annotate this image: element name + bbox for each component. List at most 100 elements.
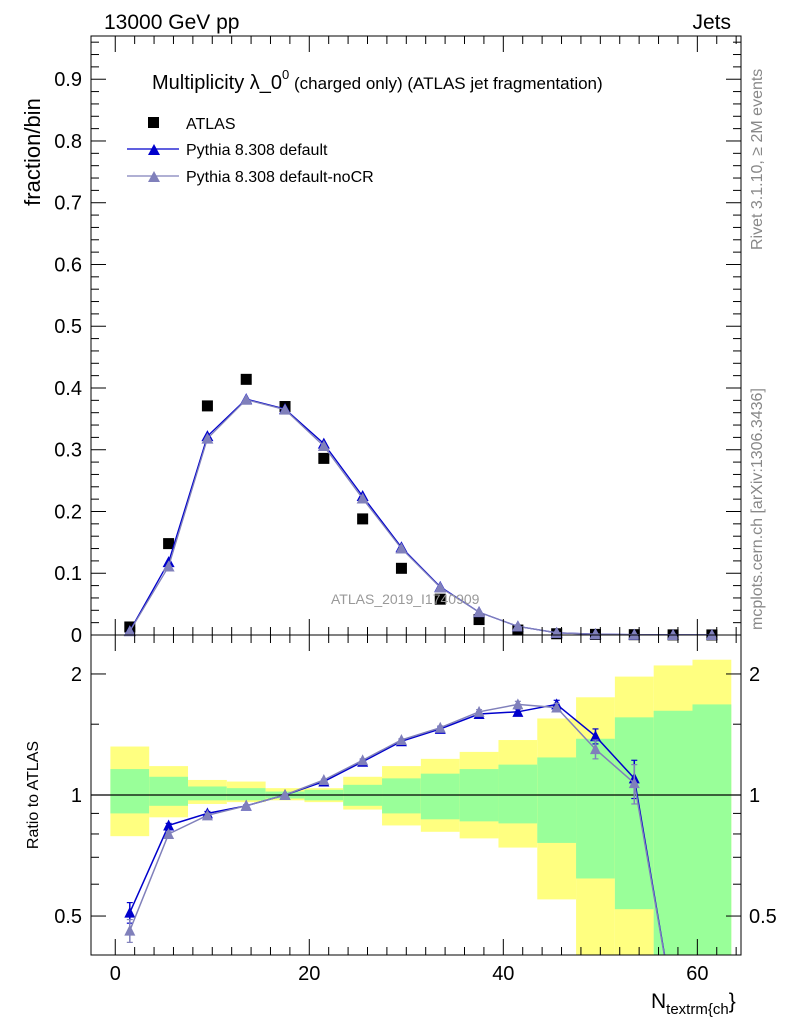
data-point-nocr: [162, 560, 175, 572]
mcplots-label: mcplots.cern.ch [arXiv:1306.3436]: [749, 388, 766, 630]
main-y-label: fraction/bin: [20, 98, 45, 206]
ratio-y-label: Ratio to ATLAS: [25, 741, 42, 849]
ratio-point-nocr: [589, 743, 601, 755]
data-point-nocr: [395, 542, 408, 554]
data-point-atlas: [201, 400, 213, 412]
rivet-version-label: Rivet 3.1.10, ≥ 2M events: [749, 69, 766, 250]
uncertainty-band-inner: [653, 710, 693, 955]
uncertainty-band-inner: [614, 717, 654, 910]
ratio-y-tick-label-right: 2: [749, 664, 760, 686]
x-tick-label: 20: [298, 963, 320, 985]
main-y-tick-label: 0.3: [54, 440, 82, 462]
ratio-y-tick-label-right: 0.5: [749, 906, 777, 928]
header-energy: 13000 GeV pp: [104, 11, 239, 34]
ratio-point-nocr: [318, 773, 330, 785]
legend: ATLAS Pythia 8.308 default Pythia 8.308 …: [127, 116, 374, 186]
ratio-y-axis: 0.5 0.5 1 1 2 2: [54, 664, 777, 928]
ratio-point-default: [163, 819, 175, 831]
ratio-point-nocr: [279, 789, 291, 800]
ratio-point-nocr: [395, 734, 407, 746]
analysis-watermark: ATLAS_2019_I1740909: [331, 591, 480, 607]
uncertainty-band-inner: [576, 738, 615, 879]
data-point-nocr: [473, 606, 486, 618]
uncertainty-band-inner: [226, 788, 266, 801]
chart-title-rest: (charged only) (ATLAS jet fragmentation): [289, 74, 602, 93]
ratio-y-tick-label-left: 1: [71, 785, 82, 807]
data-point-atlas: [163, 538, 175, 550]
ratio-point-nocr: [512, 698, 524, 710]
data-point-nocr: [589, 628, 602, 640]
ratio-line-nocr: [129, 703, 666, 955]
data-point-nocr: [317, 440, 330, 452]
ratio-point-nocr: [434, 721, 446, 733]
data-point-nocr: [434, 581, 447, 593]
main-y-tick-label: 0.2: [54, 501, 82, 523]
data-point-nocr: [356, 492, 369, 504]
data-point-nocr: [201, 432, 214, 444]
header-process: Jets: [692, 11, 731, 34]
ratio-y-tick-label-left: 2: [71, 664, 82, 686]
main-y-axis: 0 0.1 0.2 0.3 0.4 0.5 0.6 0.7 0.8 0.9: [54, 41, 741, 647]
main-y-tick-label: 0.4: [54, 378, 82, 400]
uncertainty-band-inner: [382, 778, 421, 814]
ratio-point-nocr: [240, 799, 252, 811]
legend-marker-atlas: [148, 117, 159, 128]
legend-marker-default: [148, 144, 160, 155]
ratio-point-nocr: [163, 827, 175, 839]
data-point-atlas: [473, 614, 485, 626]
ratio-point-default: [512, 705, 524, 717]
uncertainty-band-inner: [537, 757, 577, 843]
x-tick-label: 60: [686, 963, 708, 985]
main-y-tick-label: 0: [71, 625, 82, 647]
data-point-atlas: [357, 513, 369, 525]
ratio-x-axis: 0 20 40 60: [110, 635, 737, 985]
chart-title-superscript: 0: [282, 67, 289, 82]
main-panel: 0 0.1 0.2 0.3 0.4 0.5 0.6 0.7 0.8 0.9 fraction/bi…: [20, 35, 742, 647]
main-x-ticks: [114, 36, 737, 635]
ratio-point-nocr: [473, 705, 485, 717]
main-y-tick-label: 0.7: [54, 193, 82, 215]
data-point-atlas: [240, 373, 252, 385]
data-point-atlas: [318, 452, 330, 464]
ratio-point-nocr: [124, 924, 136, 936]
data-point-nocr: [511, 620, 524, 632]
data-point-nocr: [667, 628, 680, 640]
x-axis-label-main: N: [651, 990, 666, 1013]
ratio-point-nocr: [201, 809, 213, 821]
data-point-nocr: [628, 628, 641, 640]
main-y-tick-label: 0.1: [54, 563, 82, 585]
legend-label-nocr: Pythia 8.308 default-noCR: [186, 169, 374, 186]
main-y-tick-label: 0.6: [54, 254, 82, 276]
ratio-point-nocr: [551, 701, 563, 713]
x-axis-label-brace: }: [729, 990, 736, 1013]
x-tick-label: 40: [492, 963, 514, 985]
legend-label-default: Pythia 8.308 default: [186, 142, 328, 159]
ratio-y-tick-label-right: 1: [749, 785, 760, 807]
x-tick-label: 0: [110, 963, 121, 985]
data-point-atlas: [395, 562, 407, 574]
ratio-point-default: [589, 730, 601, 742]
chart-title-main: Multiplicity λ_0: [152, 72, 282, 94]
uncertainty-band-inner: [188, 786, 227, 801]
uncertainty-band-inner: [149, 776, 189, 806]
main-y-tick-label: 0.8: [54, 131, 82, 153]
uncertainty-band-inner: [692, 704, 732, 955]
main-y-tick-label: 0.9: [54, 69, 82, 91]
uncertainty-band-inner: [498, 764, 538, 824]
data-point-atlas: [434, 593, 446, 605]
legend-marker-nocr: [148, 171, 160, 182]
ratio-line-default: [129, 703, 666, 955]
series-line-nocr: [129, 398, 712, 636]
ratio-panel: 0.5 0.5 1 1 2 2 0 20 40 60 Ratio to ATLAS Ntextr…: [25, 634, 777, 1018]
main-y-tick-label: 0.5: [54, 316, 82, 338]
x-axis-label: Ntextrm{ch}: [651, 990, 736, 1018]
chart-title: Multiplicity λ_00 (charged only) (ATLAS …: [152, 67, 603, 94]
ratio-point-nocr: [357, 754, 369, 766]
data-point-nocr: [123, 625, 136, 637]
uncertainty-band-inner: [420, 773, 460, 820]
ratio-point-default: [124, 906, 136, 918]
x-axis-label-subscript: textrm{ch: [666, 1001, 729, 1018]
legend-label-atlas: ATLAS: [186, 116, 236, 133]
data-point-nocr: [705, 628, 718, 640]
data-point-nocr: [240, 393, 253, 405]
